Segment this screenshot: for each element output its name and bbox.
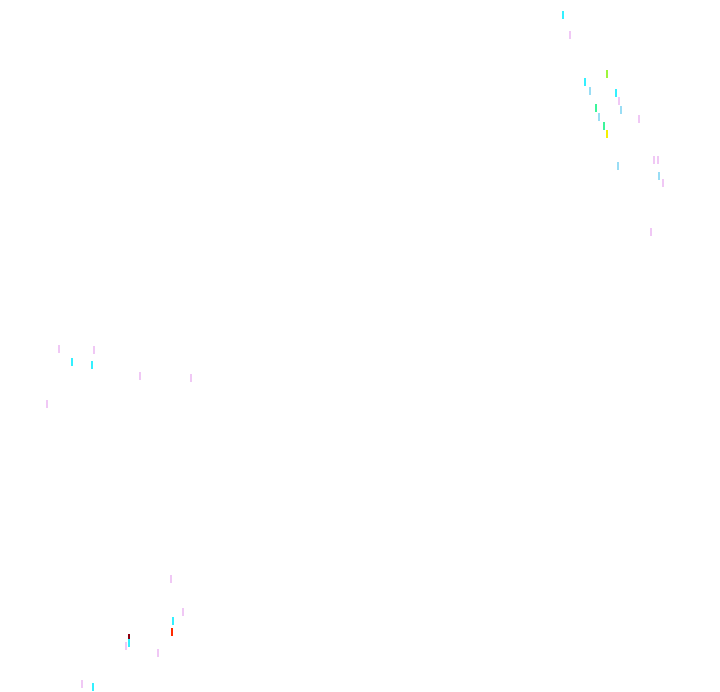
noise-speck [128,634,130,642]
noise-speck [182,608,184,616]
noise-speck [139,372,141,380]
noise-speck [657,156,659,164]
noise-speck [603,122,605,130]
noise-speck [620,106,622,114]
noise-speck [128,639,130,647]
noise-speck [170,575,172,583]
noise-speck [650,228,652,236]
noise-speck [606,70,608,78]
noise-speck [589,87,591,95]
noise-speck [71,358,73,366]
noise-speck [618,97,620,105]
noise-speck [595,104,597,112]
noise-speck [598,113,600,121]
noise-speck [171,628,173,636]
noise-speck [172,617,174,625]
noise-speck [569,31,571,39]
noise-speck [125,642,127,650]
noise-speck [157,649,159,657]
noise-speck [93,346,95,354]
noise-speck [638,115,640,123]
noise-speck [653,156,655,164]
noise-speck [92,683,94,691]
noise-speck [562,11,564,19]
noise-speck [81,680,83,688]
noise-speck [658,172,660,180]
noise-speck [584,78,586,86]
noise-speck [46,400,48,408]
noise-speck [58,345,60,353]
noise-speck [606,130,608,138]
noise-speck [617,162,619,170]
noise-speck [91,361,93,369]
noise-speck [615,89,617,97]
noise-speck [662,179,664,187]
noise-speck [190,374,192,382]
